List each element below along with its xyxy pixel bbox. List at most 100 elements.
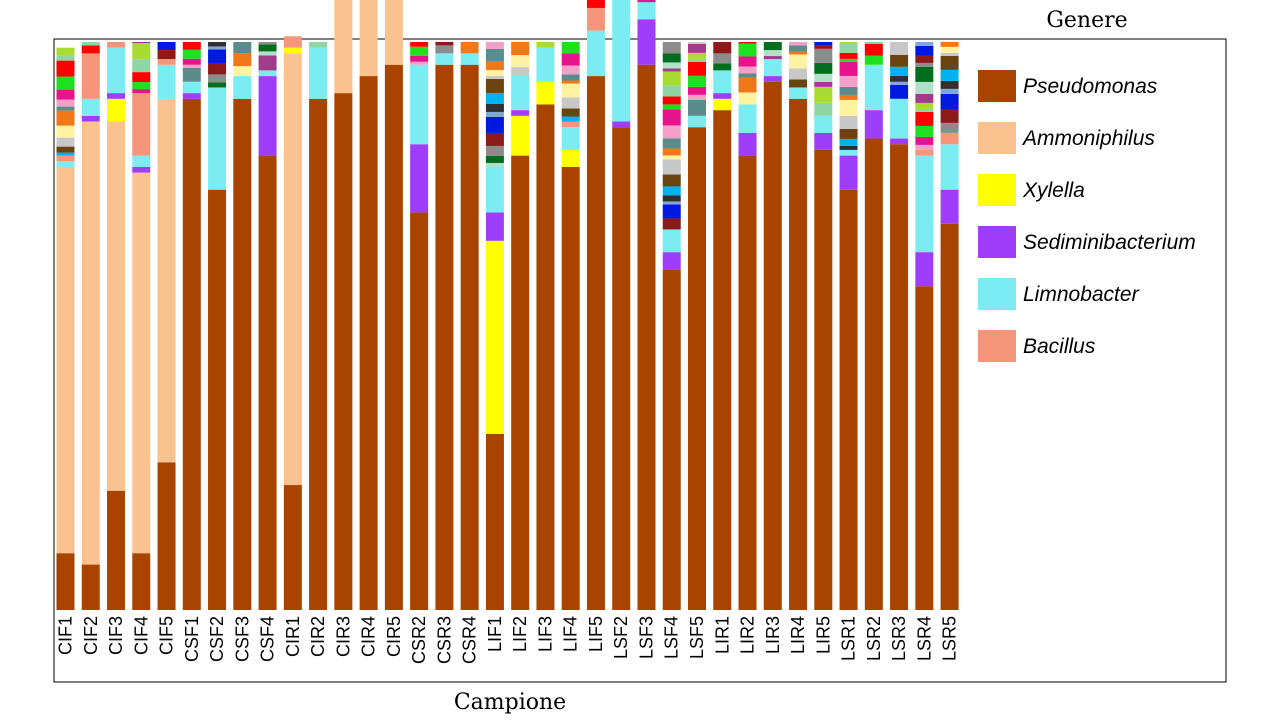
- segment-pseudomonas-lsr4: [915, 286, 934, 610]
- bar-lsf2: [612, 0, 631, 610]
- segment-minor-cif4-2: [132, 72, 151, 83]
- x-tick-cir3: CIR3: [333, 616, 353, 657]
- segment-pseudomonas-lsf3: [637, 64, 656, 611]
- segment-pseudomonas-cif2: [81, 564, 100, 610]
- segment-sediminibacterium-lif2: [511, 110, 530, 116]
- segment-limnobacter-lif4: [561, 127, 580, 150]
- segment-minor-csf1-4: [182, 42, 201, 50]
- x-tick-cir1: CIR1: [283, 616, 303, 657]
- x-tick-lsf5: LSF5: [687, 616, 707, 659]
- segment-xylella-lif1: [485, 240, 504, 434]
- segment-pseudomonas-lir3: [763, 81, 782, 610]
- segment-minor-lir1-2: [713, 42, 732, 54]
- bar-cif4: [132, 42, 151, 610]
- segment-minor-lsf4-17: [662, 62, 681, 69]
- segment-minor-csr2-2: [410, 46, 429, 56]
- segment-ammoniphilus-cif1: [56, 166, 75, 554]
- segment-minor-lif4-3: [561, 83, 580, 98]
- segment-pseudomonas-cif3: [107, 490, 126, 610]
- segment-pseudomonas-lif3: [536, 104, 555, 610]
- segment-limnobacter-csf1: [182, 81, 201, 94]
- x-tick-cif2: CIF2: [81, 616, 101, 655]
- segment-minor-lsf4-16: [662, 68, 681, 72]
- segment-minor-csf1-3: [182, 49, 201, 59]
- segment-pseudomonas-lif1: [485, 433, 504, 610]
- bar-lsr4: [915, 42, 934, 610]
- bar-csf1: [182, 42, 201, 611]
- legend-label-pseudomonas: Pseudomonas: [1023, 75, 1158, 98]
- segment-minor-cif1-5: [56, 106, 75, 111]
- segment-minor-lif1-7: [485, 92, 504, 104]
- segment-pseudomonas-lir2: [738, 155, 757, 610]
- segment-minor-lsr4-3: [915, 111, 934, 126]
- segment-minor-lir5-6: [814, 45, 833, 49]
- segment-limnobacter-lif3: [536, 47, 555, 82]
- segment-pseudomonas-lif5: [586, 76, 605, 610]
- bar-lsf5: [688, 42, 706, 610]
- segment-pseudomonas-cif1: [56, 553, 75, 610]
- x-tick-lsf2: LSF2: [611, 616, 631, 659]
- segment-sediminibacterium-cif2: [81, 115, 100, 122]
- segment-ammoniphilus-cir3: [334, 0, 353, 94]
- bar-lif1: [485, 42, 504, 610]
- segment-minor-lif1-1: [485, 155, 504, 163]
- segment-minor-lsr1-3: [839, 115, 858, 129]
- x-tick-cif1: CIF1: [56, 616, 76, 655]
- segment-minor-cif4-0: [132, 89, 151, 94]
- segment-bacillus-lsr4: [915, 149, 934, 156]
- segment-ammoniphilus-cif3: [107, 121, 126, 491]
- segment-minor-lir2-3: [738, 66, 757, 74]
- x-tick-csf2: CSF2: [207, 616, 227, 662]
- segment-minor-lif1-5: [485, 111, 504, 117]
- segment-minor-lsr1-12: [839, 42, 858, 44]
- segment-minor-lif4-7: [561, 53, 580, 66]
- segment-minor-lsr5-4: [940, 80, 959, 89]
- segment-minor-lsf4-12: [662, 104, 681, 110]
- segment-pseudomonas-lif2: [511, 155, 530, 610]
- segment-pseudomonas-lir1: [713, 110, 732, 610]
- segment-minor-cif4-1: [132, 82, 151, 90]
- segment-minor-lsf4-7: [662, 155, 681, 160]
- segment-minor-lsf5-0: [688, 99, 706, 116]
- segment-minor-lir4-5: [789, 42, 808, 46]
- segment-minor-lsr1-8: [839, 61, 858, 76]
- segment-minor-lsf4-9: [662, 138, 681, 149]
- segment-xylella-lif4: [561, 149, 580, 167]
- bar-csf2: [208, 42, 227, 610]
- segment-limnobacter-cif4: [132, 155, 151, 167]
- segment-minor-lir1-0: [713, 63, 732, 71]
- segment-minor-lif1-10: [485, 69, 504, 76]
- segment-minor-lsr4-11: [915, 45, 934, 56]
- segment-minor-lsr5-0: [940, 122, 959, 133]
- segment-minor-cif1-11: [56, 47, 75, 56]
- x-tick-lsf4: LSF4: [662, 616, 682, 659]
- segment-minor-lsr1-0: [839, 145, 858, 150]
- segment-bacillus-cif1: [56, 155, 75, 162]
- segment-minor-csr4-0: [460, 42, 479, 54]
- segment-minor-lsf3-0: [637, 0, 656, 3]
- segment-limnobacter-lsr5: [940, 144, 959, 190]
- segment-minor-lsf4-13: [662, 96, 681, 105]
- segment-minor-csf2-1: [208, 74, 227, 83]
- segment-limnobacter-lsr3: [890, 98, 909, 139]
- segment-limnobacter-cif5: [157, 64, 176, 99]
- segment-sediminibacterium-lsr5: [940, 189, 959, 224]
- x-tick-lsf3: LSF3: [636, 616, 656, 659]
- segment-ammoniphilus-cif2: [81, 121, 100, 565]
- segment-minor-lsr2-1: [864, 43, 883, 56]
- segment-pseudomonas-lir5: [814, 149, 833, 611]
- bar-lsr1: [839, 42, 858, 610]
- segment-minor-lsr5-6: [940, 55, 959, 70]
- bar-lif4: [561, 42, 580, 610]
- segment-minor-csf2-5: [208, 42, 227, 47]
- x-tick-lif4: LIF4: [561, 616, 581, 652]
- segment-minor-lsf4-0: [662, 218, 681, 230]
- segment-pseudomonas-lsf5: [688, 127, 706, 610]
- segment-pseudomonas-lsr5: [940, 223, 959, 610]
- segment-sediminibacterium-lsf4: [662, 252, 681, 270]
- segment-minor-cif1-0: [56, 152, 75, 156]
- segment-minor-csf2-4: [208, 46, 227, 50]
- x-tick-cif4: CIF4: [131, 616, 151, 655]
- legend-swatch-pseudomonas: [978, 70, 1016, 102]
- segment-minor-csr3-0: [435, 45, 454, 54]
